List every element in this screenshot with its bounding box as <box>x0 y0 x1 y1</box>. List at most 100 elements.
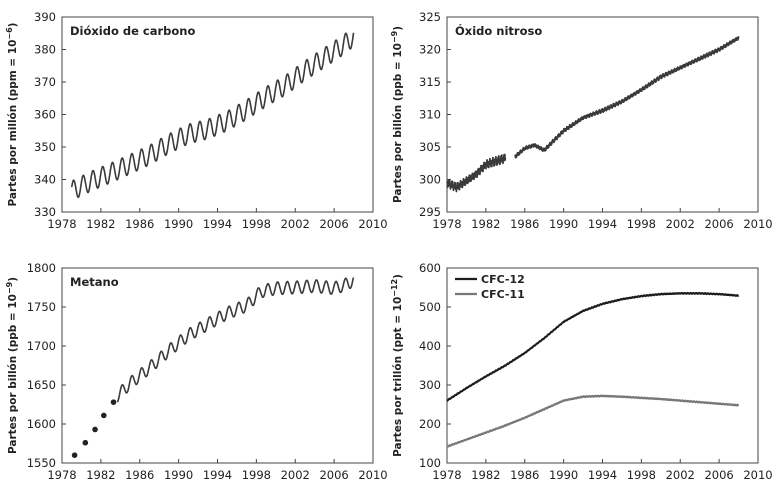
panel-title: Dióxido de carbono <box>70 24 195 38</box>
x-tick-label: 1986 <box>510 217 539 231</box>
data-point <box>71 452 78 459</box>
x-tick-label: 1982 <box>86 217 115 231</box>
x-tick-label: 1998 <box>627 468 656 482</box>
x-tick-label: 2002 <box>666 468 695 482</box>
x-tick-label: 2010 <box>743 468 772 482</box>
y-tick-label: 300 <box>419 173 441 187</box>
x-tick-label: 1986 <box>125 468 154 482</box>
y-tick-label: 315 <box>419 75 441 89</box>
x-tick-label: 1994 <box>588 217 617 231</box>
series-line-ch4-0 <box>116 277 355 403</box>
x-tick-label: 1990 <box>549 468 578 482</box>
y-tick-label: 200 <box>419 417 441 431</box>
legend-label: CFC-12 <box>481 273 525 286</box>
y-tick-label: 350 <box>34 140 56 154</box>
plot-frame <box>61 267 374 464</box>
y-tick-label: 1600 <box>27 417 56 431</box>
series-line-n2o-1 <box>514 36 740 159</box>
y-axis-label-text: Partes por millón (ppm = 10 <box>7 40 19 207</box>
y-axis-label: Partes por billón (ppb = 10−9) <box>5 277 19 454</box>
y-tick-label: 340 <box>34 173 56 187</box>
y-tick-label: 390 <box>34 10 56 24</box>
y-axis-label-end: ) <box>7 23 19 28</box>
data-point <box>92 426 98 433</box>
y-tick-label: 305 <box>419 140 441 154</box>
y-tick-label: 500 <box>419 300 441 314</box>
x-tick-label: 1994 <box>203 468 232 482</box>
y-tick-label: 600 <box>419 261 441 275</box>
x-tick-label: 2002 <box>666 217 695 231</box>
x-tick-label: 1982 <box>471 217 500 231</box>
data-point <box>100 412 107 419</box>
y-axis-label-exponent: −12 <box>390 279 399 297</box>
x-tick-label: 2006 <box>319 468 348 482</box>
x-tick-label: 1986 <box>510 468 539 482</box>
x-tick-label: 1990 <box>164 217 193 231</box>
y-axis-label: Partes por billón (ppb = 10−9) <box>390 26 404 203</box>
y-tick-label: 370 <box>34 75 56 89</box>
data-point <box>82 439 89 446</box>
y-tick-label: 100 <box>419 456 441 470</box>
x-tick-label: 1994 <box>588 468 617 482</box>
series-line-cfc-cfc-12 <box>446 291 740 402</box>
chart-co2: 1978 1982 1986 1990 1994 1998 2002 2006 2010 330 3… <box>5 10 388 231</box>
y-axis-label: Partes por trillón (ppt = 10−12) <box>390 274 404 457</box>
x-tick-label: 1978 <box>432 217 461 231</box>
x-tick-label: 1978 <box>47 468 76 482</box>
plot-frame <box>446 16 759 213</box>
series-line-co2-0 <box>70 32 355 199</box>
y-axis-label-end: ) <box>392 274 404 279</box>
y-tick-label: 295 <box>419 205 441 219</box>
x-tick-label: 2002 <box>281 468 310 482</box>
y-axis-label: Partes por millón (ppm = 10−6) <box>5 23 19 207</box>
panel-title: Óxido nitroso <box>455 23 542 38</box>
y-tick-label: 1700 <box>27 339 56 353</box>
y-axis-label-text: Partes por billón (ppb = 10 <box>392 43 404 203</box>
y-tick-label: 1650 <box>27 378 56 392</box>
x-tick-label: 1982 <box>471 468 500 482</box>
y-tick-label: 400 <box>419 339 441 353</box>
chart-cfc: 1978 1982 1986 1990 1994 1998 2002 2006 2010 100 2… <box>390 261 773 482</box>
x-tick-label: 1998 <box>242 217 271 231</box>
x-tick-label: 1998 <box>627 217 656 231</box>
y-tick-label: 310 <box>419 108 441 122</box>
y-axis-label-text: Partes por trillón (ppt = 10 <box>392 297 404 457</box>
x-tick-label: 1990 <box>164 468 193 482</box>
x-tick-label: 1982 <box>86 468 115 482</box>
chart-ch4: 1978 1982 1986 1990 1994 1998 2002 2006 2010 1550… <box>5 261 388 482</box>
x-tick-label: 1986 <box>125 217 154 231</box>
x-tick-label: 1998 <box>242 468 271 482</box>
series-line-n2o-0 <box>446 153 507 193</box>
x-tick-label: 2010 <box>358 468 387 482</box>
chart-n2o: 1978 1982 1986 1990 1994 1998 2002 2006 2010 295 3… <box>390 10 773 231</box>
y-tick-label: 1550 <box>27 456 56 470</box>
y-tick-label: 320 <box>419 43 441 57</box>
y-tick-label: 325 <box>419 10 441 24</box>
x-tick-label: 2002 <box>281 217 310 231</box>
y-tick-label: 1800 <box>27 261 56 275</box>
y-tick-label: 330 <box>34 205 56 219</box>
y-tick-label: 1750 <box>27 300 56 314</box>
data-point <box>110 399 117 405</box>
panel-title: Metano <box>70 275 119 289</box>
y-axis-label-text: Partes por billón (ppb = 10 <box>7 294 19 454</box>
y-axis-label-exponent: −6 <box>5 27 14 40</box>
x-tick-label: 2006 <box>704 468 733 482</box>
y-tick-label: 300 <box>419 378 441 392</box>
x-tick-label: 2006 <box>319 217 348 231</box>
x-tick-label: 2006 <box>704 217 733 231</box>
x-tick-label: 2010 <box>358 217 387 231</box>
x-tick-label: 1978 <box>432 468 461 482</box>
x-tick-label: 1978 <box>47 217 76 231</box>
x-tick-label: 1990 <box>549 217 578 231</box>
y-axis-label-exponent: −9 <box>390 30 399 43</box>
y-tick-label: 360 <box>34 108 56 122</box>
y-tick-label: 380 <box>34 43 56 57</box>
y-axis-label-exponent: −9 <box>5 281 14 294</box>
x-tick-label: 1994 <box>203 217 232 231</box>
x-tick-label: 2010 <box>743 217 772 231</box>
y-axis-label-end: ) <box>392 26 404 31</box>
legend-label: CFC-11 <box>481 288 525 301</box>
y-axis-label-end: ) <box>7 277 19 282</box>
